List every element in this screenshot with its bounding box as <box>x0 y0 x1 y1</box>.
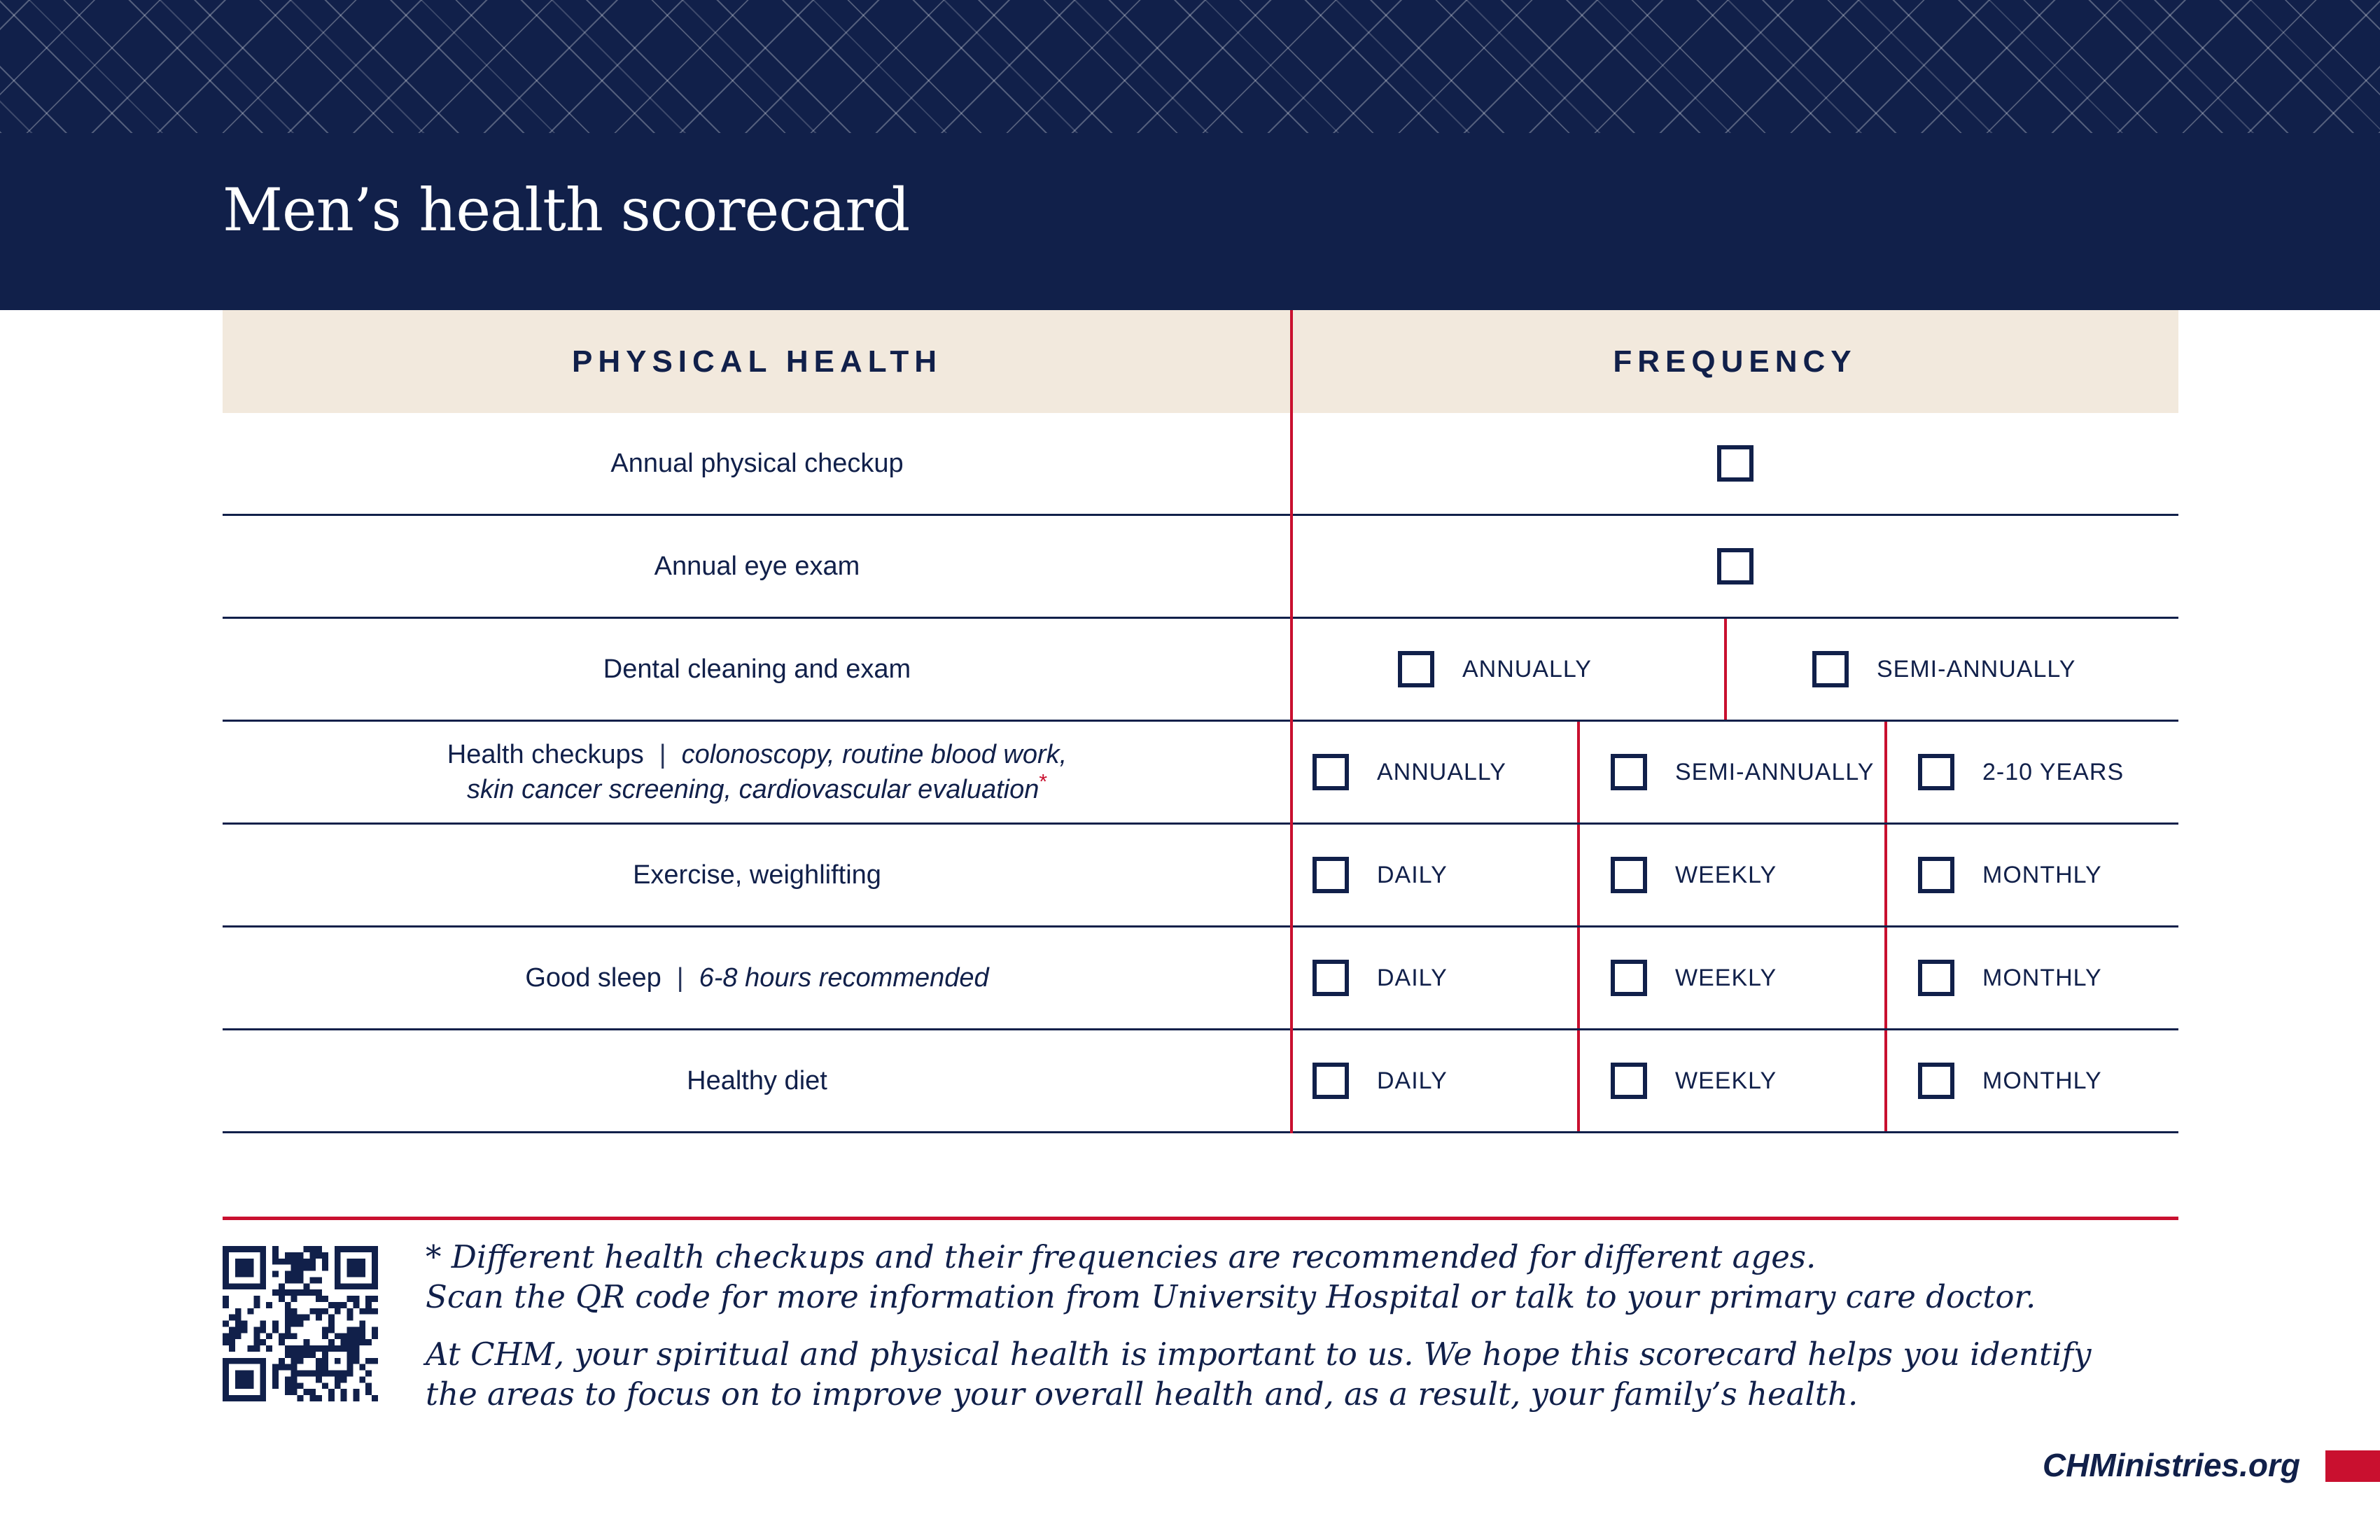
chm-footnote-line1: At CHM, your spiritual and physical heal… <box>426 1336 2092 1373</box>
asterisk-footnote-line2: Scan the QR code for more information fr… <box>426 1278 2036 1315</box>
frequency-cell: DAILY WEEKLY MONTHLY <box>1292 1030 2178 1131</box>
checkbox-monthly[interactable] <box>1918 857 1954 893</box>
column-header-physical-health: PHYSICAL HEALTH <box>571 344 943 379</box>
checkbox-label: ANNUALLY <box>1462 655 1592 682</box>
checkbox[interactable] <box>1716 445 1754 482</box>
frequency-option <box>1716 413 1754 514</box>
checkbox-semi-annually[interactable] <box>1812 651 1849 687</box>
frequency-option-2-10-years: 2-10 YEARS <box>1884 722 2178 822</box>
checkbox-label: 2-10 YEARS <box>1982 758 2124 785</box>
checkbox-weekly[interactable] <box>1611 1063 1647 1099</box>
website-url: CHMinistries.org <box>2042 1447 2300 1483</box>
asterisk-footnote: * Different health checkups and their fr… <box>426 1238 2141 1317</box>
table-row-health-checkups: Health checkups | colonoscopy, routine blo… <box>223 722 2178 825</box>
checkbox-label: MONTHLY <box>1982 964 2102 991</box>
row-label: Annual eye exam <box>654 551 860 581</box>
table-row-dental-cleaning-and-exam: Dental cleaning and exam ANNUALLY SEMI-ANN… <box>223 619 2178 722</box>
asterisk-footnote-line1: * Different health checkups and their fr… <box>426 1238 1816 1275</box>
checkbox-label: DAILY <box>1377 964 1448 991</box>
label-separator: | <box>676 962 684 993</box>
checkbox-label: SEMI-ANNUALLY <box>1877 655 2076 682</box>
table-row-good-sleep: Good sleep | 6-8 hours recommended DAILY WEE… <box>223 927 2178 1030</box>
table-row-annual-physical-checkup: Annual physical checkup <box>223 413 2178 516</box>
frequency-option-daily: DAILY <box>1292 927 1577 1028</box>
row-label: Exercise, weighlifting <box>633 860 881 890</box>
checkbox-annually[interactable] <box>1398 651 1434 687</box>
frequency-option-monthly: MONTHLY <box>1884 825 2178 925</box>
frequency-cell <box>1292 413 2178 514</box>
checkbox-label: SEMI-ANNUALLY <box>1675 758 1875 785</box>
red-accent-block <box>2325 1450 2380 1482</box>
top-banner: Men’s health scorecard <box>0 0 2380 310</box>
row-label: Dental cleaning and exam <box>603 654 911 684</box>
frequency-option-weekly: WEEKLY <box>1577 825 1884 925</box>
frequency-option <box>1716 516 1754 617</box>
checkbox-annually[interactable] <box>1312 754 1349 790</box>
row-label: Health checkups | colonoscopy, routine blo… <box>223 722 1292 822</box>
frequency-option-semi-annually: SEMI-ANNUALLY <box>1577 722 1884 822</box>
table-row-exercise-weighlifting: Exercise, weighlifting DAILY WEEKLY MONTHLY <box>223 825 2178 927</box>
column-divider <box>1290 310 1293 1133</box>
frequency-option-monthly: MONTHLY <box>1884 1030 2178 1131</box>
footnotes: * Different health checkups and their fr… <box>426 1238 2141 1433</box>
frequency-option-annually: ANNUALLY <box>1292 619 1724 720</box>
frequency-option-monthly: MONTHLY <box>1884 927 2178 1028</box>
frequency-cell: ANNUALLY SEMI-ANNUALLY <box>1292 619 2178 720</box>
checkbox-daily[interactable] <box>1312 960 1349 996</box>
checkbox-weekly[interactable] <box>1611 857 1647 893</box>
table-header-row: PHYSICAL HEALTH FREQUENCY <box>223 310 2178 413</box>
row-label: Good sleep | 6-8 hours recommended <box>223 927 1292 1028</box>
row-label: Healthy diet <box>687 1065 827 1096</box>
checkbox[interactable] <box>1716 548 1754 584</box>
checkbox-weekly[interactable] <box>1611 960 1647 996</box>
frequency-cell: DAILY WEEKLY MONTHLY <box>1292 825 2178 925</box>
row-label: Annual physical checkup <box>610 448 904 478</box>
checkbox-label: MONTHLY <box>1982 1067 2102 1094</box>
table-body: Annual physical checkup Annual eye exam De… <box>223 413 2178 1133</box>
checkbox-label: WEEKLY <box>1675 861 1777 888</box>
frequency-option-daily: DAILY <box>1292 1030 1577 1131</box>
scorecard-table: PHYSICAL HEALTH FREQUENCY Annual physica… <box>223 310 2178 1133</box>
checkbox-monthly[interactable] <box>1918 1063 1954 1099</box>
checkbox-label: WEEKLY <box>1675 1067 1777 1094</box>
label-separator: | <box>659 739 666 769</box>
checkbox-label: MONTHLY <box>1982 861 2102 888</box>
frequency-option-annually: ANNUALLY <box>1292 722 1577 822</box>
checkbox-label: ANNUALLY <box>1377 758 1506 785</box>
checkbox-2-10-years[interactable] <box>1918 754 1954 790</box>
footnote-divider-rule <box>223 1217 2178 1220</box>
checkbox-label: WEEKLY <box>1675 964 1777 991</box>
frequency-cell: DAILY WEEKLY MONTHLY <box>1292 927 2178 1028</box>
page-title: Men’s health scorecard <box>223 176 910 244</box>
column-header-frequency: FREQUENCY <box>1613 344 1857 379</box>
checkbox-monthly[interactable] <box>1918 960 1954 996</box>
herringbone-pattern <box>0 0 2380 133</box>
red-asterisk: * <box>1039 770 1048 794</box>
frequency-cell <box>1292 516 2178 617</box>
frequency-option-weekly: WEEKLY <box>1577 1030 1884 1131</box>
chm-footnote-line2: the areas to focus on to improve your ov… <box>426 1376 1858 1413</box>
checkbox-label: DAILY <box>1377 1067 1448 1094</box>
checkbox-semi-annually[interactable] <box>1611 754 1647 790</box>
frequency-option-weekly: WEEKLY <box>1577 927 1884 1028</box>
checkbox-daily[interactable] <box>1312 857 1349 893</box>
qr-code-icon <box>223 1246 378 1401</box>
chm-footnote: At CHM, your spiritual and physical heal… <box>426 1335 2141 1414</box>
checkbox-label: DAILY <box>1377 861 1448 888</box>
table-row-healthy-diet: Healthy diet DAILY WEEKLY MONTHLY <box>223 1030 2178 1133</box>
table-row-annual-eye-exam: Annual eye exam <box>223 516 2178 619</box>
frequency-option-daily: DAILY <box>1292 825 1577 925</box>
frequency-cell: ANNUALLY SEMI-ANNUALLY 2-10 YEARS <box>1292 722 2178 822</box>
checkbox-daily[interactable] <box>1312 1063 1349 1099</box>
frequency-option-semi-annually: SEMI-ANNUALLY <box>1724 619 2178 720</box>
